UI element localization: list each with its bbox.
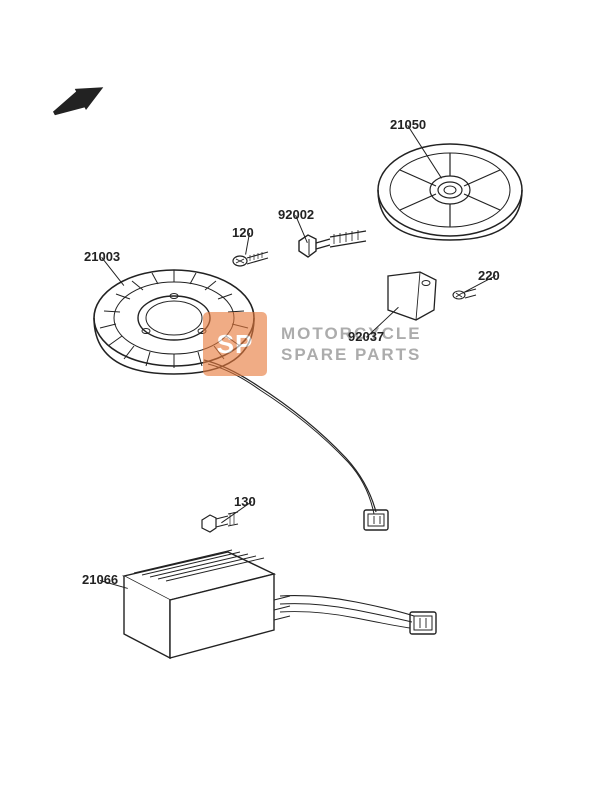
stator-lead-wire [198, 356, 408, 536]
regulator-lead-wire [276, 588, 446, 646]
callout-stator-screw: 120 [232, 225, 254, 240]
direction-arrow [48, 77, 112, 130]
flywheel-bolt [296, 229, 370, 265]
flywheel [370, 130, 530, 250]
regulator-rectifier [112, 540, 292, 670]
watermark-line2: SPARE PARTS [281, 344, 422, 365]
clamp-screw [452, 285, 478, 305]
watermark: SP MOTORCYCLE SPARE PARTS [203, 312, 422, 376]
diagram-canvas: SP MOTORCYCLE SPARE PARTS 21050 92002 12… [0, 0, 600, 785]
watermark-badge-text: SP [217, 329, 254, 360]
watermark-badge: SP [203, 312, 267, 376]
callout-clamp-screw: 220 [478, 268, 500, 283]
